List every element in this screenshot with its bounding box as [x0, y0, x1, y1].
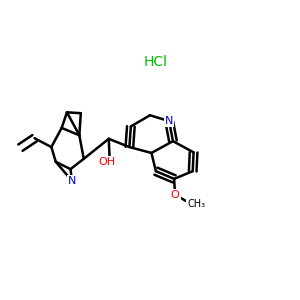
Text: N: N — [165, 116, 173, 126]
Text: N: N — [68, 176, 76, 186]
Text: OH: OH — [98, 158, 115, 167]
Text: CH₃: CH₃ — [188, 199, 206, 208]
Text: O: O — [171, 190, 179, 200]
Text: HCl: HCl — [144, 55, 168, 69]
